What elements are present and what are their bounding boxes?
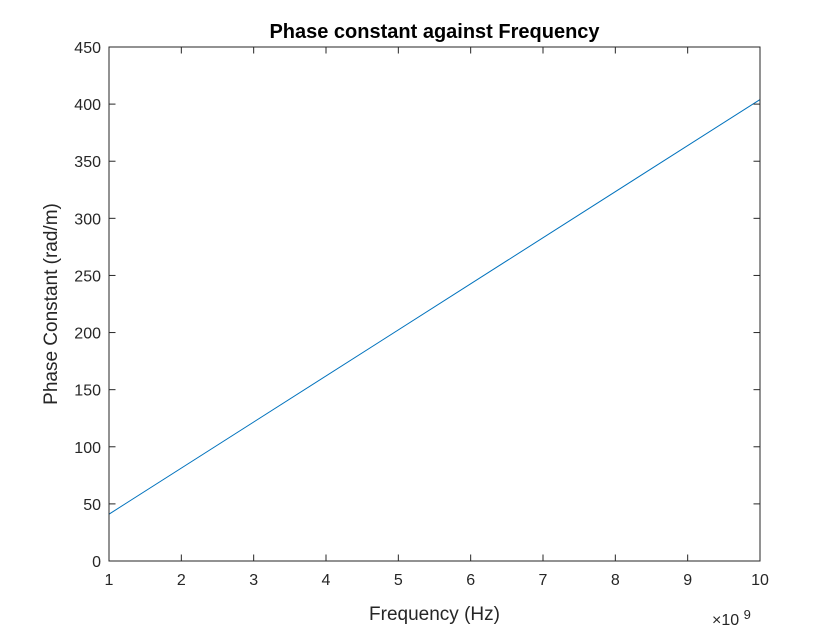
series-layer: [108, 99, 761, 515]
y-tick-label: 400: [74, 97, 101, 114]
x-axis-exponent-power: 9: [744, 607, 751, 622]
axes-layer: [108, 46, 761, 562]
x-tick-label: 9: [683, 572, 692, 589]
x-tick-label: 4: [322, 572, 331, 589]
x-tick-label: 2: [177, 572, 186, 589]
x-tick-label: 6: [466, 572, 475, 589]
y-tick-label: 450: [74, 40, 101, 57]
x-axis-exponent-label: ×10 9: [712, 607, 751, 629]
plot-area: [109, 47, 760, 561]
y-tick-label: 150: [74, 383, 101, 400]
series-line-0: [108, 99, 761, 515]
x-tick-label: 7: [539, 572, 548, 589]
axes-box: [108, 46, 761, 562]
x-tick-label: 10: [751, 572, 769, 589]
y-tick-label: 100: [74, 440, 101, 457]
y-tick-label: 0: [92, 554, 101, 571]
y-tick-label: 250: [74, 268, 101, 285]
y-tick-label: 50: [83, 497, 101, 514]
x-tick-label: 3: [249, 572, 258, 589]
y-tick-label: 200: [74, 326, 101, 343]
x-axis-exponent-base: ×10: [712, 612, 739, 629]
y-tick-label: 300: [74, 211, 101, 228]
x-axis-label: Frequency (Hz): [369, 604, 500, 625]
y-tick-label: 350: [74, 154, 101, 171]
x-tick-label: 1: [105, 572, 114, 589]
x-ticks-layer: 1 2 3 4 5 6 7 8 9 10: [105, 47, 769, 589]
x-tick-label: 5: [394, 572, 403, 589]
chart-title: Phase constant against Frequency: [269, 21, 600, 43]
y-axis-label: Phase Constant (rad/m): [41, 203, 62, 405]
y-ticks-layer: 0 50 100 150 200 250 300 350 400 450: [74, 40, 760, 571]
x-tick-label: 8: [611, 572, 620, 589]
